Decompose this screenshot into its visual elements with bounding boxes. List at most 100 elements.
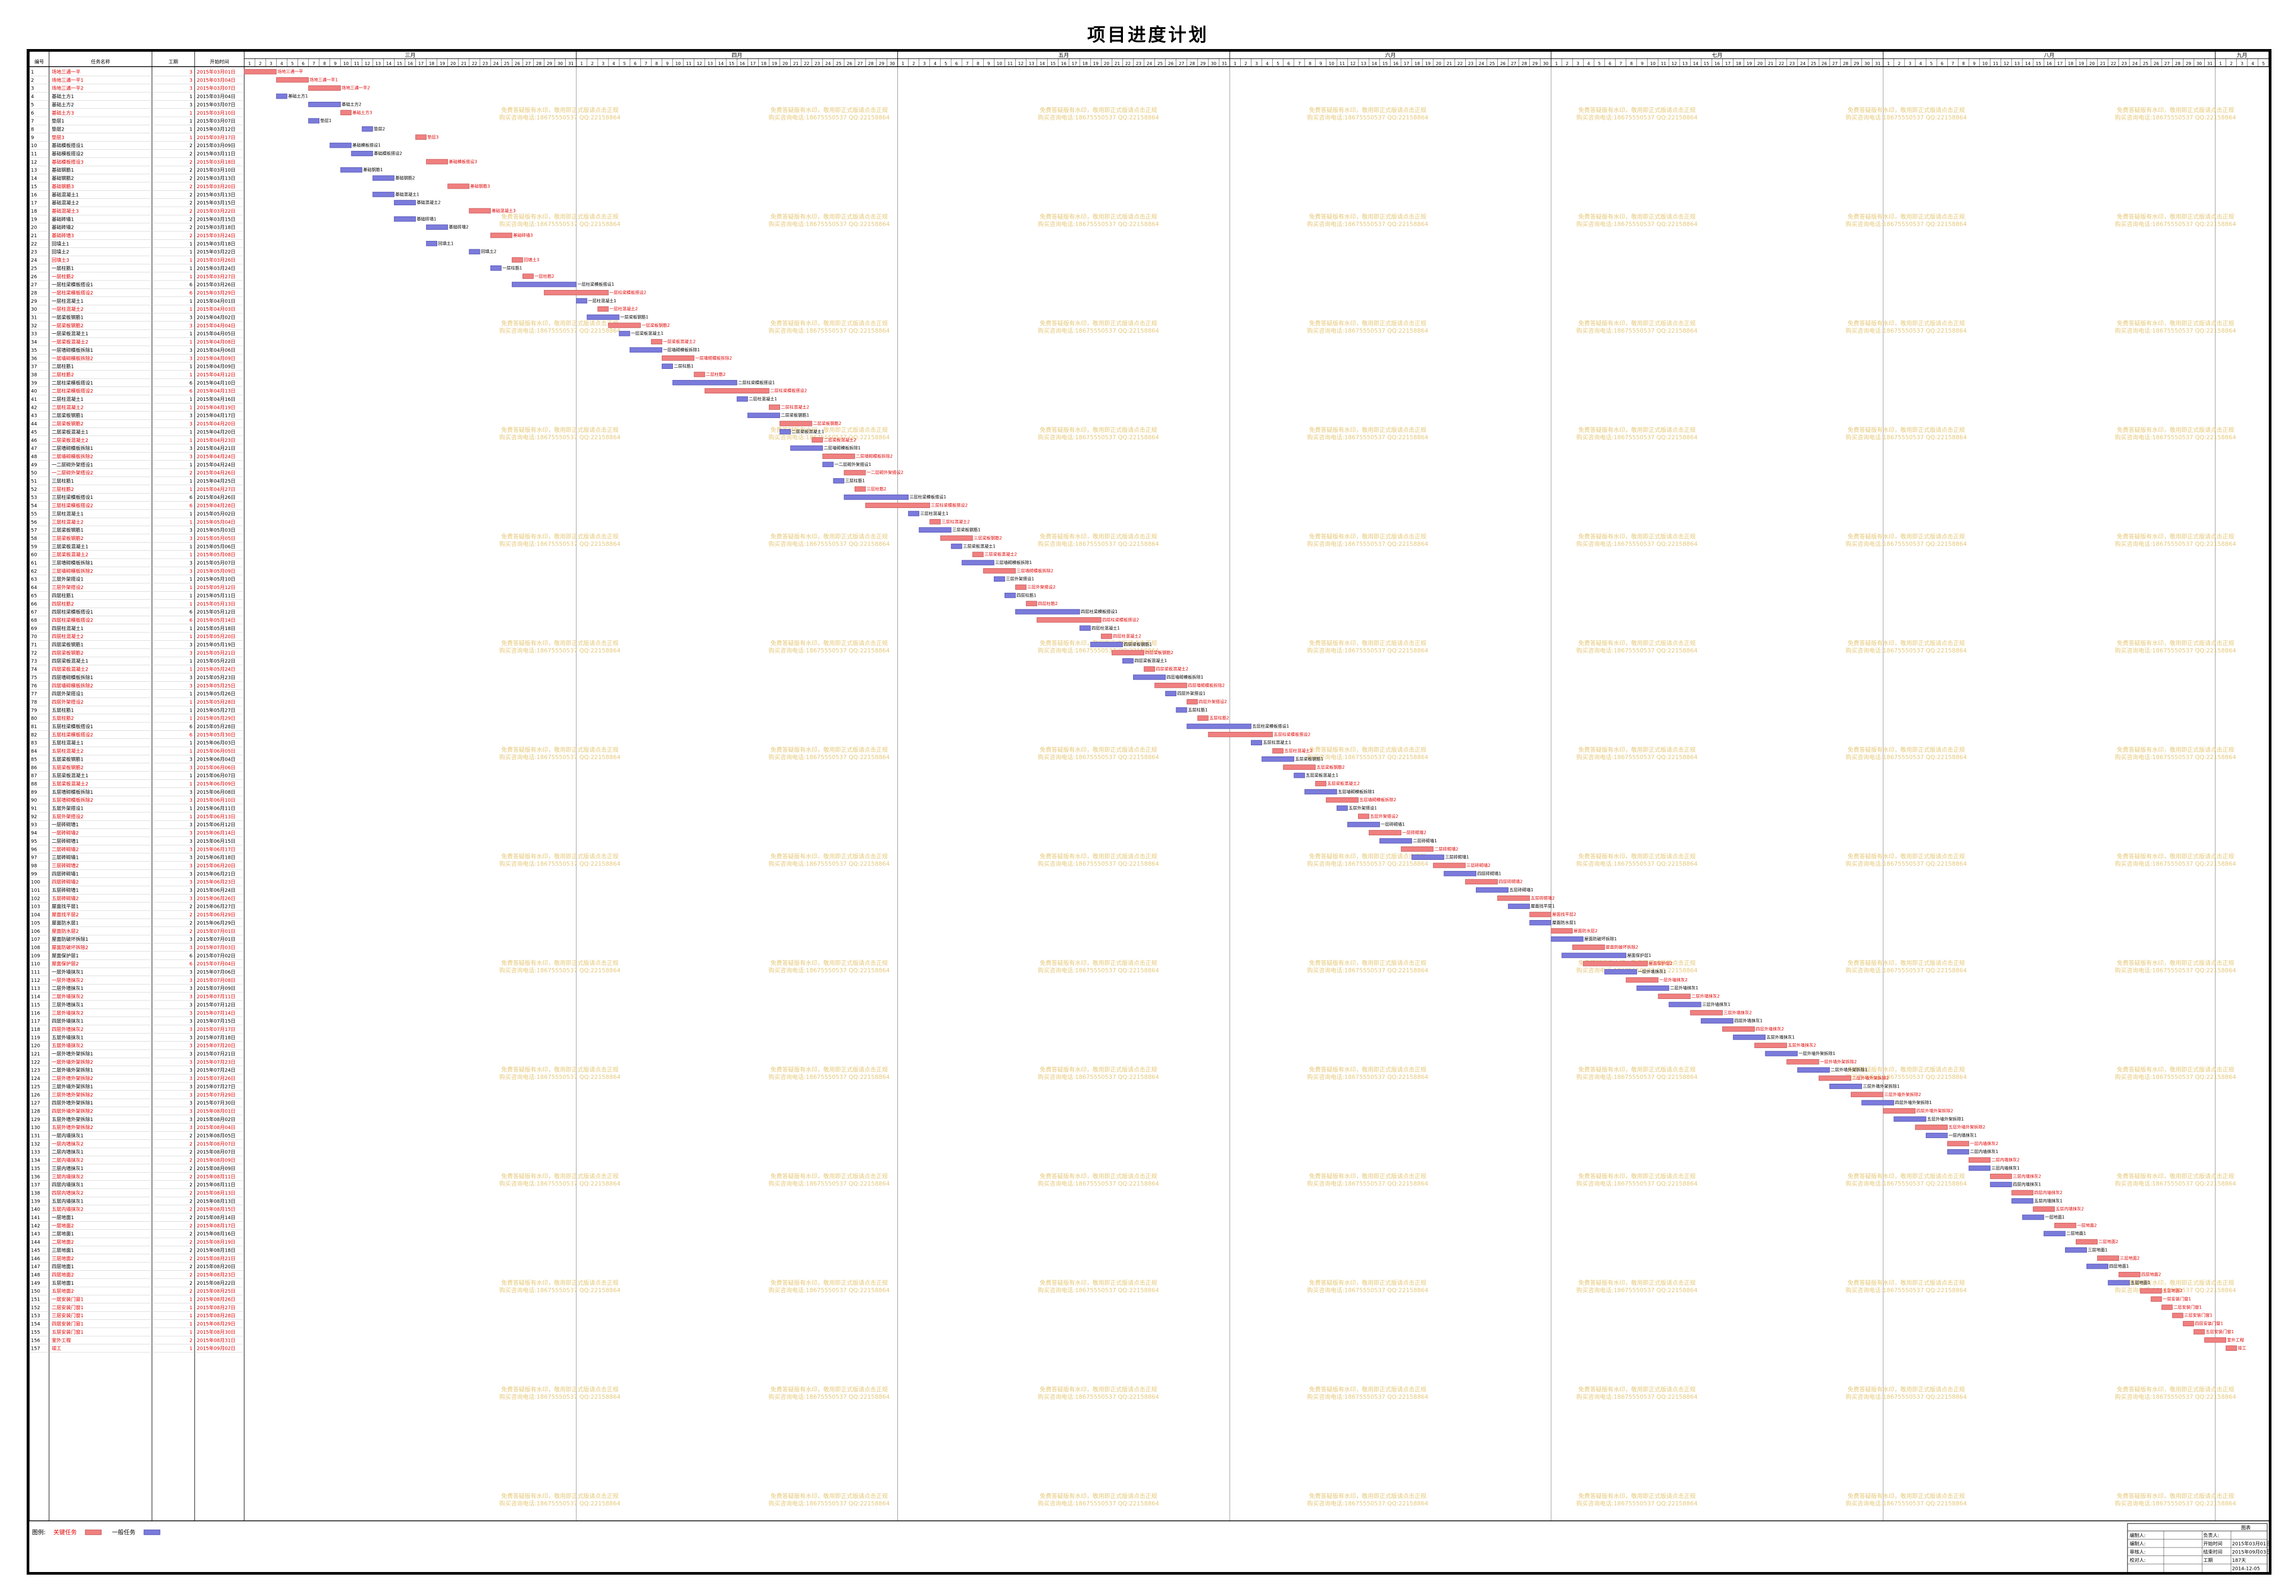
task-duration: 2 [189,233,192,239]
task-duration: 2 [189,201,192,206]
task-duration: 2 [189,184,192,190]
critical-task-bar [2033,1206,2055,1212]
task-name: 一层柱梁模板搭设2 [52,289,93,296]
normal-task-bar [2043,1231,2066,1237]
task-start: 2015年05月23日 [197,674,236,681]
task-start: 2015年06月17日 [197,846,236,852]
normal-task-bar [1529,920,1552,925]
task-duration: 3 [189,528,192,534]
task-start: 2015年08月16日 [197,1231,236,1237]
task-start: 2015年05月02日 [197,511,236,517]
task-bar-label: 四层外墙外架拆除2 [1916,1108,1953,1113]
task-duration: 3 [189,839,192,844]
task-bar-label: 四层柱筋1 [1016,592,1036,598]
task-id: 125 [31,1084,40,1090]
day-tick-label: 2 [912,61,915,66]
day-tick-label: 14 [386,61,391,66]
task-bar-label: 五层砖砌墙2 [1531,895,1555,900]
day-tick-label: 12 [697,61,702,66]
watermark-line-1: 免费答疑版有水印，敬用即正式版请点击正规 [1309,746,1426,753]
task-bar-label: 四层外架搭设1 [1177,691,1206,696]
watermark-line-2: 购买咨询电话:18675550537 QQ:22158864 [768,220,889,228]
task-name: 屋面保护层1 [52,953,79,959]
month-label: 四月 [732,52,742,59]
task-start: 2015年06月23日 [197,879,236,885]
task-bar-label: 四层砖砌墙1 [1477,870,1501,876]
task-name: 四层柱筋2 [52,601,74,607]
task-name: 一二层砌外架搭设2 [52,470,93,476]
normal-task-bar [1176,707,1187,713]
task-name: 一层外墙抹灰1 [52,969,84,976]
watermark-line-2: 购买咨询电话:18675550537 QQ:22158864 [1307,540,1428,547]
task-name: 四层内墙抹灰1 [52,1182,84,1188]
task-id: 116 [31,1011,40,1016]
critical-task-bar [2172,1312,2183,1318]
task-start: 2015年04月06日 [197,347,236,353]
day-tick-label: 7 [1619,61,1622,66]
watermark-line-2: 购买咨询电话:18675550537 QQ:22158864 [499,647,620,654]
normal-task-bar [1347,821,1380,827]
task-id: 28 [31,291,37,296]
critical-task-bar [1786,1059,1819,1065]
task-bar-label: 四层梁板混凝土1 [1134,658,1167,663]
task-bar-label: 一层外墙抹灰1 [1638,969,1666,974]
day-tick-label: 27 [1511,61,1516,66]
watermark-line-2: 购买咨询电话:18675550537 QQ:22158864 [1845,647,1966,654]
task-duration: 3 [189,675,192,681]
task-name: 三层地面1 [52,1247,74,1253]
task-bar-label: 一层梁板混凝土1 [631,331,663,336]
watermark-line-2: 购买咨询电话:18675550537 QQ:22158864 [1845,860,1966,867]
task-id: 43 [31,414,37,419]
task-start: 2015年04月19日 [197,404,236,410]
task-id: 14 [31,176,37,182]
task-id: 38 [31,373,37,378]
task-bar-label: 基础土方1 [288,93,308,99]
normal-task-bar [1379,838,1412,844]
task-duration: 3 [189,422,192,427]
day-tick-label: 20 [451,61,456,66]
task-id: 110 [31,962,40,967]
critical-task-bar [1572,945,1605,950]
watermark-line-1: 免费答疑版有水印，敬用即正式版请点击正规 [1040,213,1157,220]
day-tick-label: 10 [676,61,681,66]
day-tick-label: 5 [623,61,626,66]
task-name: 三层内墙抹灰2 [52,1173,84,1180]
legend-critical-label: 关键任务 [53,1528,77,1536]
task-name: 一层砖砌墙2 [52,830,79,836]
day-tick-label: 18 [1415,61,1420,66]
task-duration: 3 [189,316,192,321]
normal-task-bar [308,118,320,124]
task-bar-label: 二层外墙抹灰2 [1691,994,1720,999]
task-name: 三层安装门窗1 [52,1312,84,1319]
watermark-line-1: 免费答疑版有水印，敬用即正式版请点击正规 [1578,319,1696,327]
day-tick-label: 26 [1168,61,1174,66]
watermark-line-1: 免费答疑版有水印，敬用即正式版请点击正规 [1040,1385,1157,1393]
task-bar-label: 四层梁板混凝土2 [1156,666,1189,672]
task-start: 2015年05月05日 [197,535,236,542]
watermark-line-1: 免费答疑版有水印，敬用即正式版请点击正规 [2117,852,2234,860]
task-start: 2015年03月10日 [197,110,236,116]
day-tick-label: 30 [1865,61,1870,66]
normal-task-bar [587,315,620,320]
task-id: 12 [31,160,37,165]
task-duration: 1 [189,307,192,312]
task-bar-label: 一层柱筋2 [534,273,554,279]
day-tick-label: 27 [525,61,531,66]
task-start: 2015年05月12日 [197,609,236,615]
day-tick-label: 4 [613,61,615,66]
normal-task-bar [576,298,588,304]
normal-task-bar [1765,1051,1798,1057]
task-name: 二层安装门窗1 [52,1304,84,1311]
task-start: 2015年05月18日 [197,625,236,632]
task-id: 16 [31,192,37,198]
task-name: 二层砖砌墙2 [52,846,79,852]
task-id: 126 [31,1093,40,1098]
task-duration: 3 [189,1052,192,1057]
watermark-line-2: 购买咨询电话:18675550537 QQ:22158864 [1845,1073,1966,1081]
task-duration: 3 [189,831,192,836]
task-name: 垫层1 [52,118,65,124]
day-tick-label: 23 [815,61,820,66]
normal-task-bar [2065,1247,2087,1253]
task-start: 2015年08月27日 [197,1304,236,1311]
task-bar-label: 三层地面1 [2088,1247,2107,1252]
